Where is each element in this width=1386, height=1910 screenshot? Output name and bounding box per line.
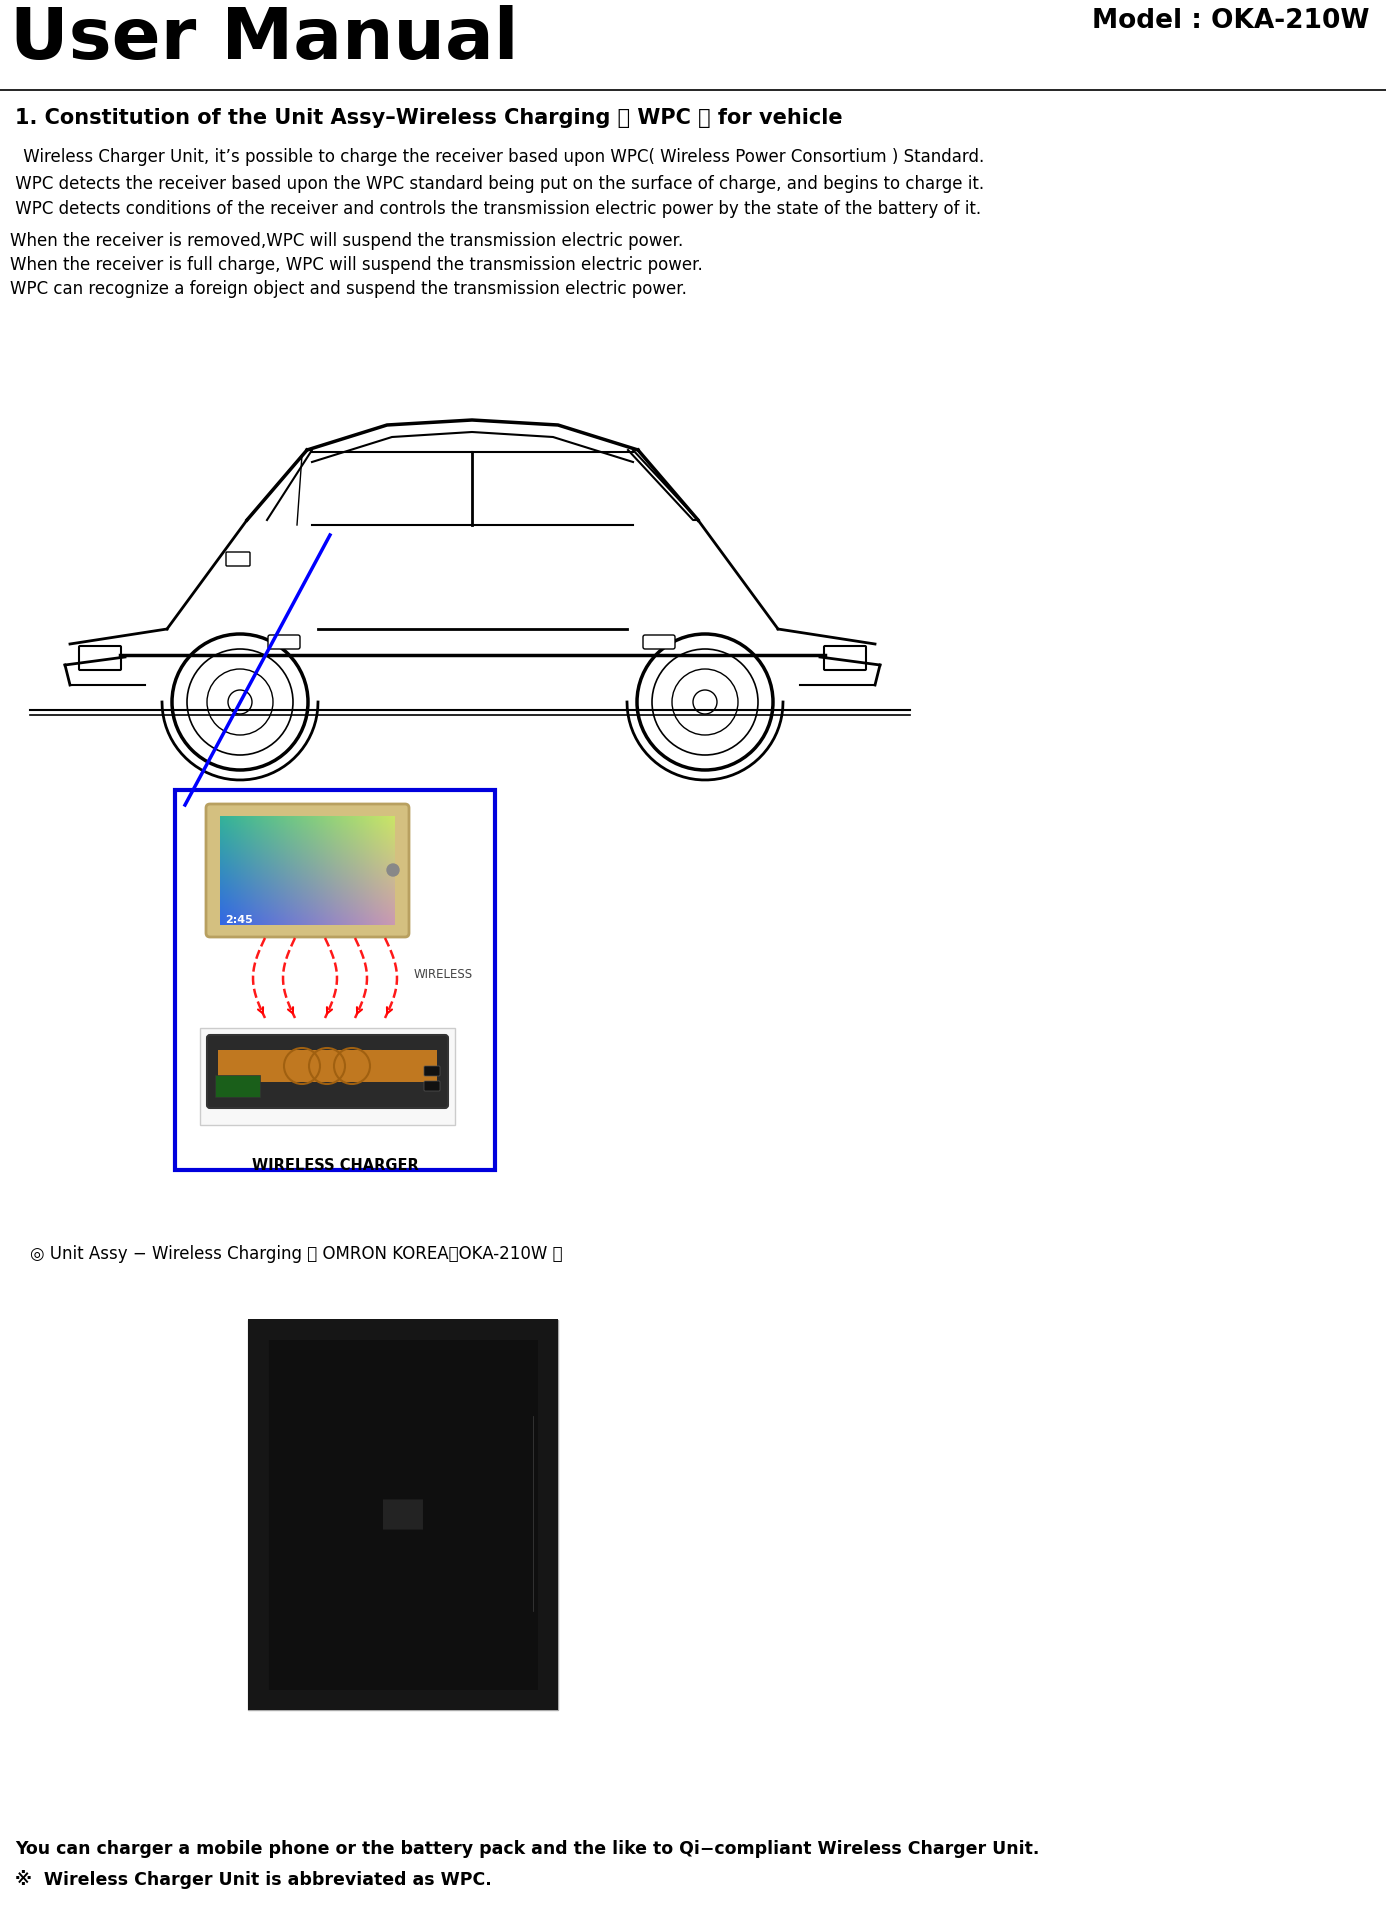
FancyBboxPatch shape xyxy=(207,804,409,938)
Bar xyxy=(200,1028,455,1125)
Bar xyxy=(30,340,911,730)
Text: ※  Wireless Charger Unit is abbreviated as WPC.: ※ Wireless Charger Unit is abbreviated a… xyxy=(15,1870,492,1889)
Text: ◎ Unit Assy − Wireless Charging （ OMRON KOREA：OKA-210W ）: ◎ Unit Assy − Wireless Charging （ OMRON … xyxy=(30,1245,563,1263)
Circle shape xyxy=(387,863,399,877)
Text: WPC detects the receiver based upon the WPC standard being put on the surface of: WPC detects the receiver based upon the … xyxy=(10,176,984,193)
Bar xyxy=(248,1320,559,1709)
FancyBboxPatch shape xyxy=(207,1035,448,1108)
Text: 2:45: 2:45 xyxy=(225,915,252,924)
Text: User Manual: User Manual xyxy=(10,6,518,74)
FancyBboxPatch shape xyxy=(424,1066,439,1075)
Bar xyxy=(215,1075,261,1096)
FancyBboxPatch shape xyxy=(643,634,675,649)
FancyBboxPatch shape xyxy=(424,1081,439,1091)
Text: When the receiver is full charge, WPC will suspend the transmission electric pow: When the receiver is full charge, WPC wi… xyxy=(10,256,703,273)
FancyBboxPatch shape xyxy=(825,646,866,670)
Text: WPC can recognize a foreign object and suspend the transmission electric power.: WPC can recognize a foreign object and s… xyxy=(10,281,687,298)
Text: Wireless Charger Unit, it’s possible to charge the receiver based upon WPC( Wire: Wireless Charger Unit, it’s possible to … xyxy=(18,147,984,166)
FancyBboxPatch shape xyxy=(267,634,299,649)
Text: 1. Constitution of the Unit Assy–Wireless Charging （ WPC ） for vehicle: 1. Constitution of the Unit Assy–Wireles… xyxy=(15,109,843,128)
Text: You can charger a mobile phone or the battery pack and the like to Qi−compliant : You can charger a mobile phone or the ba… xyxy=(15,1839,1040,1858)
FancyBboxPatch shape xyxy=(226,552,249,565)
Bar xyxy=(175,791,495,1171)
Text: When the receiver is removed,WPC will suspend the transmission electric power.: When the receiver is removed,WPC will su… xyxy=(10,231,683,250)
FancyBboxPatch shape xyxy=(79,646,121,670)
Bar xyxy=(218,1050,437,1081)
Text: WPC detects conditions of the receiver and controls the transmission electric po: WPC detects conditions of the receiver a… xyxy=(10,201,981,218)
Text: WIRELESS CHARGER: WIRELESS CHARGER xyxy=(252,1157,419,1173)
Text: WIRELESS: WIRELESS xyxy=(414,968,473,982)
Text: Model : OKA-210W: Model : OKA-210W xyxy=(1092,8,1369,34)
